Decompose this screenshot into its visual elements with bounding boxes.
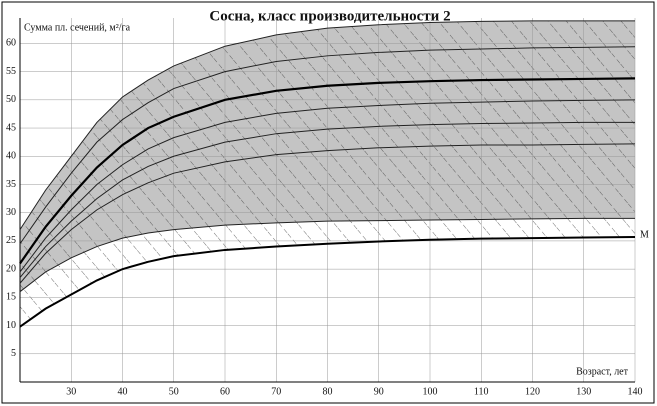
y-tick-label: 50	[6, 94, 16, 105]
x-tick-label: 120	[525, 386, 540, 397]
x-tick-label: 70	[271, 386, 281, 397]
series-line	[19, 77, 636, 265]
y-tick-label: 10	[6, 320, 16, 331]
chart-title: Сосна, класс производительности 2	[209, 8, 450, 24]
series-line	[19, 217, 635, 293]
y-tick-label: 30	[6, 207, 16, 218]
plot: 5 10 15 20 25 30 35 40 45 50 55 60 30 40 50 60 70 80 90 100…	[6, 18, 649, 397]
x-tick-label: 40	[118, 386, 128, 397]
y-tick-label: 15	[6, 292, 16, 303]
series-line	[19, 121, 635, 278]
y-tick-label: 5	[11, 348, 16, 359]
series-line	[19, 235, 636, 328]
series-line	[19, 143, 636, 284]
annotation: М	[640, 229, 649, 240]
series-line	[19, 99, 636, 273]
x-tick-label: 130	[576, 386, 591, 397]
x-axis-label: Возраст, лет	[576, 366, 629, 377]
y-tick-label: 35	[6, 179, 16, 190]
x-tick-label: 100	[423, 386, 438, 397]
x-tick-label: 80	[323, 386, 333, 397]
y-tick-label: 40	[6, 151, 16, 162]
y-tick-label: 20	[6, 263, 16, 274]
x-tick-label: 30	[66, 386, 76, 397]
x-tick-label: 110	[474, 386, 489, 397]
x-tick-label: 50	[169, 386, 179, 397]
y-tick-label: 60	[6, 38, 16, 49]
x-tick-label: 60	[220, 386, 230, 397]
y-tick-label: 45	[6, 122, 16, 133]
series-line	[19, 46, 636, 245]
series-line	[19, 20, 635, 230]
x-tick-label: 140	[628, 386, 643, 397]
y-axis-label: Сумма пл. сечений, м²/га	[24, 22, 131, 33]
y-tick-label: 55	[6, 66, 16, 77]
x-tick-label: 90	[374, 386, 384, 397]
y-tick-label: 25	[6, 235, 16, 246]
